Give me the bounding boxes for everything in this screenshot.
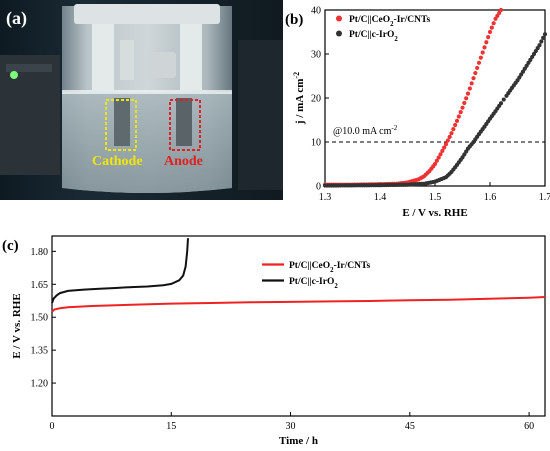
- data-point: [443, 142, 449, 147]
- data-point: [442, 145, 447, 150]
- anode-box: [169, 99, 201, 151]
- data-point: [456, 114, 461, 119]
- plot-frame-c: [51, 235, 546, 417]
- panel-b-label: (b): [285, 12, 303, 28]
- data-point: [449, 131, 454, 136]
- legend-marker-b: [336, 30, 342, 37]
- data-point: [469, 81, 474, 86]
- y-axis-label-c: E / V vs. RHE: [11, 293, 23, 358]
- legend-label-c: Pt/C||c-IrO2: [289, 277, 338, 290]
- data-point: [465, 91, 471, 96]
- x-tick-label-c: 0: [50, 421, 55, 432]
- data-point: [537, 43, 542, 48]
- data-point: [480, 50, 485, 55]
- data-point: [475, 65, 480, 71]
- chart-panel-c: (c) 0 15 30 45 60 1.20 1.35 1.50 1.65 1.80 Time / …: [2, 235, 546, 447]
- series-b-c-iro2: [322, 32, 548, 188]
- data-point: [487, 29, 493, 35]
- data-point: [486, 35, 491, 40]
- x-tick-label-c: 15: [166, 421, 176, 432]
- panel-c-label: (c): [2, 238, 19, 254]
- data-point: [451, 126, 456, 132]
- data-point: [464, 96, 469, 101]
- data-point: [471, 76, 476, 81]
- data-point: [462, 100, 467, 106]
- legend-label-b: Pt/C||CeO2-Ir/CNTs: [349, 15, 430, 28]
- data-point: [478, 55, 483, 60]
- x-tick-label-b: 1.7: [539, 192, 550, 203]
- data-point: [541, 35, 546, 40]
- x-axis-label-b: E / V vs. RHE: [402, 207, 467, 219]
- data-point: [498, 7, 504, 13]
- data-point: [501, 97, 506, 102]
- cathode-box: [105, 99, 137, 151]
- anode-label: Anode: [164, 154, 203, 169]
- data-point: [454, 118, 460, 123]
- y-tick-label-b: 0: [316, 182, 321, 193]
- legend-label-b: Pt/C||c-IrO2: [349, 30, 398, 43]
- data-point: [440, 148, 445, 154]
- cathode-electrode: [114, 98, 130, 146]
- x-tick-label-b: 1.4: [374, 192, 387, 203]
- data-point: [498, 101, 504, 106]
- data-point: [491, 21, 496, 26]
- x-tick-label-b: 1.3: [319, 192, 332, 203]
- x-tick-label-b: 1.6: [484, 192, 497, 203]
- data-point: [467, 86, 472, 91]
- data-point: [476, 60, 482, 65]
- data-point: [460, 105, 465, 110]
- data-point: [445, 138, 450, 143]
- photo-panel-a: Cathode Anode (a): [0, 0, 283, 200]
- chart-panel-b: (b) 1.3 1.4 1.5 1.6 1.7 0 10 20 30 40 E / V vs. RH…: [285, 6, 550, 220]
- indicator-light: [10, 71, 18, 79]
- legend-label-c: Pt/C||CeO2-Ir/CNTs: [289, 261, 370, 274]
- reference-line-label: @10.0 mA cm-2: [333, 124, 398, 137]
- series-c-ceo2-ir-cnts: [51, 296, 546, 313]
- cathode-label: Cathode: [92, 154, 143, 169]
- x-tick-label-c: 30: [286, 421, 296, 432]
- data-point: [542, 32, 548, 37]
- y-tick-label-b: 30: [311, 50, 321, 61]
- y-axis-label-b: j / mA cm-2: [292, 72, 307, 125]
- y-tick-label-b: 40: [311, 6, 321, 17]
- background-device: [0, 55, 60, 175]
- data-point: [482, 45, 487, 50]
- data-point: [539, 39, 544, 44]
- y-tick-label-b: 20: [311, 94, 321, 105]
- y-tick-label-c: 1.80: [31, 247, 49, 258]
- x-tick-label-c: 45: [405, 421, 415, 432]
- x-tick-label-b: 1.5: [429, 192, 442, 203]
- legend-marker-b: [336, 15, 342, 22]
- y-tick-label-c: 1.20: [31, 379, 49, 390]
- electrode-holder: [74, 4, 220, 24]
- panel-a-label: (a): [6, 8, 27, 29]
- y-tick-label-c: 1.65: [31, 280, 49, 291]
- series-c-c-iro2: [51, 238, 189, 304]
- y-tick-label-c: 1.35: [31, 346, 49, 357]
- data-point: [484, 40, 489, 45]
- y-tick-label-b: 10: [311, 138, 321, 149]
- data-point: [436, 155, 441, 160]
- x-tick-label-c: 60: [524, 421, 534, 432]
- data-point: [453, 122, 458, 128]
- anode-electrode: [176, 98, 192, 146]
- y-tick-label-c: 1.50: [31, 313, 49, 324]
- data-point: [447, 134, 452, 139]
- data-point: [489, 25, 494, 30]
- x-axis-label-c: Time / h: [279, 435, 318, 447]
- data-point: [473, 70, 478, 76]
- data-point: [434, 158, 439, 163]
- data-point: [458, 109, 463, 115]
- data-point: [438, 152, 443, 157]
- data-point: [432, 161, 438, 167]
